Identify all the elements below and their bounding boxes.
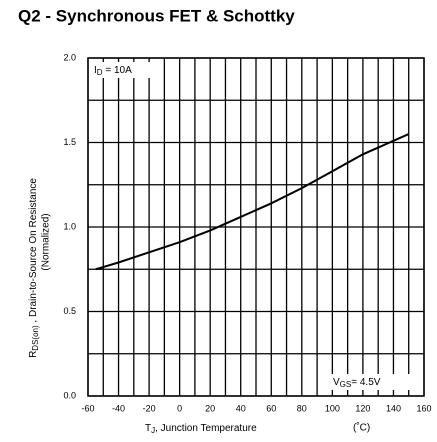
plot-border xyxy=(87,57,425,397)
x-tick-label: 100 xyxy=(325,403,340,413)
x-tick-label: 160 xyxy=(416,403,431,413)
x-tick-label: -60 xyxy=(81,403,94,413)
y-axis-label-rest: , Drain-to-Source On Resistance xyxy=(28,178,39,326)
annotation: VGS= 4.5V xyxy=(333,377,381,389)
chart-title: Q2 - Synchronous FET & Schottky xyxy=(18,6,295,25)
y-tick-label: 0.0 xyxy=(63,390,76,400)
y-tick-label: 1.0 xyxy=(63,221,76,231)
annotation-rest: = 10A xyxy=(103,65,133,76)
x-axis-label-rest: , Junction Temperature xyxy=(155,423,257,434)
y-tick-label: 0.5 xyxy=(63,306,76,316)
y-axis-label-sub: DS(on) xyxy=(31,325,40,351)
annotation-main: I xyxy=(94,65,97,76)
x-tick-label: -40 xyxy=(112,403,125,413)
x-tick-label: 80 xyxy=(297,403,307,413)
y-tick-label: 2.0 xyxy=(63,52,76,62)
annotation-main: V xyxy=(333,377,340,388)
annotation-sub: D xyxy=(97,68,103,77)
annotation-bg xyxy=(91,62,151,78)
y-axis-label: RDS(on) , Drain-to-Source On Resistance xyxy=(28,178,40,358)
annotation: ID = 10A xyxy=(94,65,132,77)
x-axis-unit: (˚C) xyxy=(353,422,370,434)
y-tick-label: 1.5 xyxy=(63,137,76,147)
x-tick-label: 140 xyxy=(386,403,401,413)
x-tick-label: 120 xyxy=(355,403,370,413)
annotation-sub: GS xyxy=(340,380,352,389)
x-axis-label-main: T xyxy=(145,423,151,434)
x-tick-label: 60 xyxy=(266,403,276,413)
x-tick-label: -20 xyxy=(143,403,156,413)
x-tick-label: 40 xyxy=(236,403,246,413)
x-axis-label-sub: J xyxy=(151,426,155,435)
data-line xyxy=(95,133,410,271)
annotation-bg xyxy=(330,374,410,390)
y-axis-label-line2: (Normalized) xyxy=(41,213,52,270)
x-tick-label: 0 xyxy=(177,403,182,413)
x-axis-label: TJ, Junction Temperature xyxy=(145,423,257,435)
y-axis-label-main: R xyxy=(28,351,39,358)
annotation-rest: = 4.5V xyxy=(351,377,381,388)
x-tick-label: 20 xyxy=(205,403,215,413)
